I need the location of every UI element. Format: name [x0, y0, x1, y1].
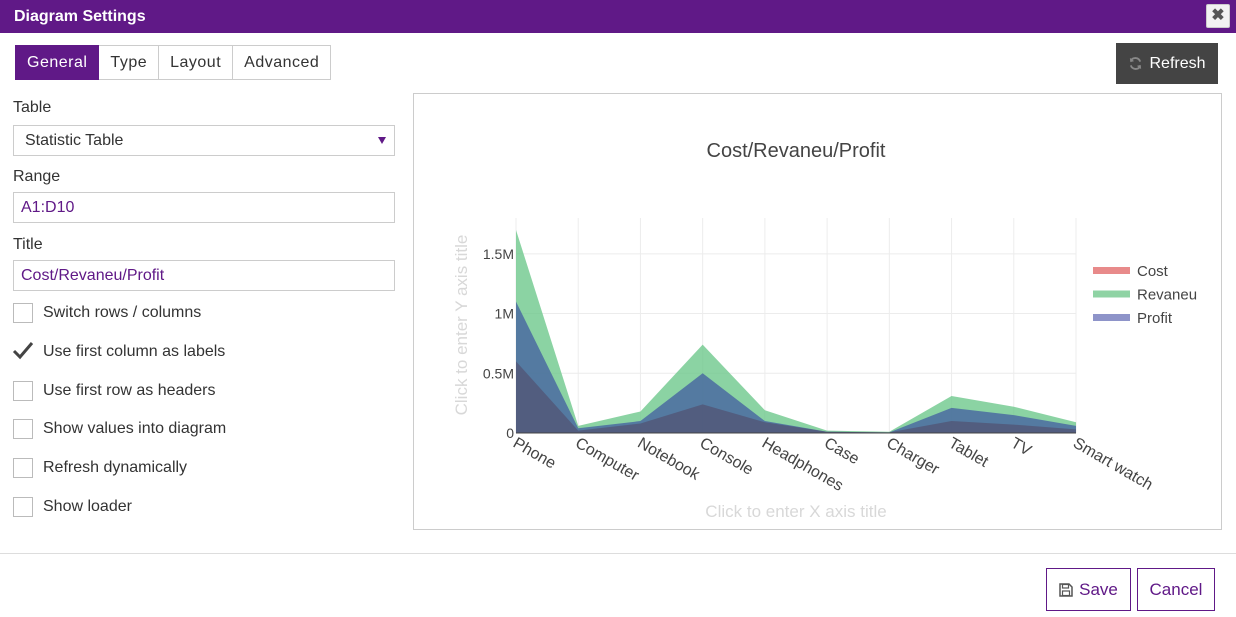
- y-tick-label: 0: [506, 425, 514, 441]
- y-tick-label: 1.5M: [483, 246, 514, 262]
- option-first-column-labels[interactable]: Use first column as labels: [12, 341, 226, 363]
- table-select-value: Statistic Table: [25, 132, 124, 149]
- tab-advanced[interactable]: Advanced: [233, 45, 332, 80]
- checkbox[interactable]: [13, 303, 33, 323]
- x-tick-label: Console: [697, 435, 756, 479]
- checkbox[interactable]: [12, 342, 34, 362]
- checkmark-icon: [12, 342, 34, 360]
- dialog-title: Diagram Settings: [14, 8, 146, 25]
- tab-general[interactable]: General: [15, 45, 100, 80]
- x-tick-label: Notebook: [634, 435, 703, 484]
- x-tick-label: Tablet: [946, 435, 992, 471]
- chart-preview[interactable]: 0 0.5M 1M 1.5M Phone Computer Notebook Console H…: [413, 93, 1222, 530]
- chart-title: Cost/Revaneu/Profit: [707, 140, 886, 162]
- option-first-row-headers[interactable]: Use first row as headers: [13, 380, 216, 402]
- table-select[interactable]: Statistic Table: [13, 125, 395, 156]
- close-icon: ✖: [1211, 7, 1225, 24]
- refresh-label: Refresh: [1149, 54, 1206, 72]
- close-button[interactable]: ✖: [1206, 4, 1230, 28]
- option-show-values[interactable]: Show values into diagram: [13, 418, 226, 440]
- footer-divider: [0, 553, 1236, 554]
- x-axis-title: Click to enter X axis title: [705, 502, 886, 521]
- area-series-profit: [516, 301, 1076, 433]
- table-label: Table: [13, 99, 52, 116]
- legend-swatch-cost: [1093, 267, 1130, 274]
- legend-label: Cost: [1137, 263, 1169, 280]
- x-tick-label: Case: [821, 435, 862, 468]
- legend-label: Revaneu: [1137, 287, 1197, 304]
- y-axis-title: Click to enter Y axis title: [452, 235, 471, 416]
- legend-label: Profit: [1137, 310, 1173, 327]
- area-series-revaneu: [516, 229, 1076, 433]
- y-tick-label: 0.5M: [483, 365, 514, 381]
- checkbox[interactable]: [13, 458, 33, 478]
- save-button[interactable]: Save: [1046, 568, 1131, 611]
- tab-layout[interactable]: Layout: [159, 45, 234, 80]
- option-switch-rows-columns[interactable]: Switch rows / columns: [13, 302, 201, 324]
- title-input[interactable]: Cost/Revaneu/Profit: [13, 260, 395, 291]
- option-label: Show values into diagram: [43, 420, 227, 437]
- legend-swatch-profit: [1093, 314, 1130, 321]
- x-tick-label: Smart watch: [1070, 435, 1156, 494]
- option-label: Refresh dynamically: [43, 459, 188, 476]
- tab-type[interactable]: Type: [99, 45, 160, 80]
- legend-swatch-revaneu: [1093, 290, 1130, 298]
- dialog-titlebar: Diagram Settings ✖: [0, 0, 1236, 33]
- checkbox[interactable]: [13, 381, 33, 401]
- floppy-disk-icon: [1059, 582, 1073, 597]
- option-refresh-dynamically[interactable]: Refresh dynamically: [13, 457, 187, 479]
- save-label: Save: [1079, 579, 1118, 599]
- area-series-cost: [516, 361, 1076, 433]
- checkbox[interactable]: [13, 497, 33, 517]
- title-label: Title: [13, 236, 43, 253]
- option-label: Use first column as labels: [43, 343, 226, 360]
- x-tick-label: Computer: [572, 435, 642, 485]
- y-tick-label: 1M: [495, 306, 514, 322]
- cancel-button[interactable]: Cancel: [1137, 568, 1215, 611]
- option-label: Show loader: [43, 498, 132, 515]
- settings-tabs: General Type Layout Advanced: [15, 45, 332, 80]
- refresh-icon: [1130, 57, 1142, 70]
- range-input[interactable]: A1:D10: [13, 192, 395, 223]
- x-tick-label: Charger: [883, 435, 942, 479]
- x-tick-label: TV: [1008, 435, 1034, 460]
- checkbox[interactable]: [13, 419, 33, 439]
- option-show-loader[interactable]: Show loader: [13, 496, 132, 518]
- dropdown-arrow-icon: [378, 137, 386, 144]
- range-label: Range: [13, 168, 61, 185]
- refresh-button[interactable]: Refresh: [1116, 43, 1218, 84]
- option-label: Use first row as headers: [43, 382, 216, 399]
- option-label: Switch rows / columns: [43, 304, 202, 321]
- x-tick-label: Phone: [510, 435, 559, 473]
